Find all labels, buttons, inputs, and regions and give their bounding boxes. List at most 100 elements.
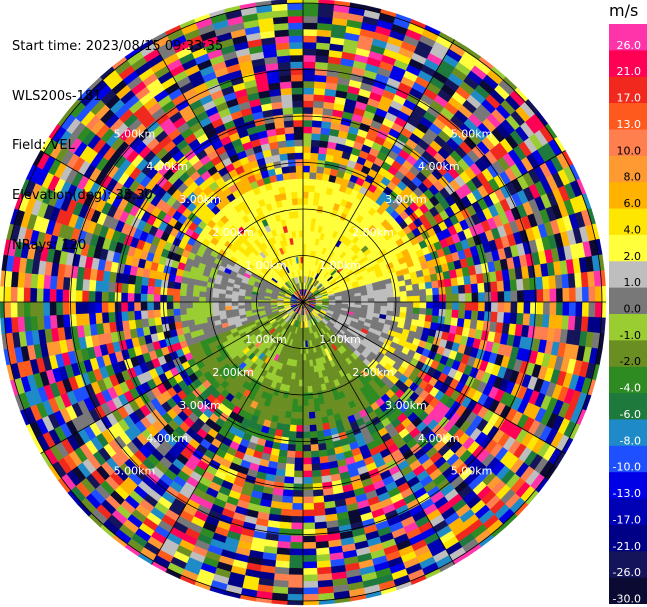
velocity-gate <box>443 316 452 326</box>
velocity-gate <box>311 119 323 128</box>
velocity-gate <box>367 301 375 306</box>
velocity-gate <box>549 301 557 316</box>
velocity-gate <box>536 289 544 303</box>
velocity-gate <box>198 306 207 314</box>
velocity-gate <box>75 277 84 291</box>
velocity-gate <box>69 313 77 327</box>
velocity-gate <box>307 398 315 407</box>
velocity-gate <box>315 48 330 57</box>
velocity-gate <box>114 311 123 322</box>
velocity-gate <box>302 165 311 173</box>
velocity-gate <box>302 210 309 218</box>
velocity-gate <box>535 276 544 291</box>
velocity-gate <box>387 301 395 308</box>
velocity-gate <box>418 282 427 291</box>
velocity-gate <box>172 301 180 310</box>
velocity-gate <box>314 61 329 70</box>
velocity-gate <box>318 146 328 155</box>
velocity-gate <box>319 140 329 149</box>
velocity-gate <box>81 290 90 303</box>
velocity-gate <box>205 311 214 318</box>
velocity-gate <box>470 310 479 321</box>
velocity-gate <box>313 404 321 413</box>
velocity-gate <box>443 278 452 288</box>
velocity-gate <box>237 304 246 310</box>
velocity-gate <box>289 418 298 426</box>
velocity-gate <box>185 295 193 303</box>
velocity-gate <box>316 566 332 575</box>
velocity-gate <box>426 301 434 310</box>
velocity-gate <box>231 298 239 303</box>
velocity-gate <box>141 276 150 286</box>
velocity-gate <box>464 284 473 294</box>
velocity-gate <box>307 392 314 400</box>
velocity-gate <box>114 282 123 293</box>
velocity-gate <box>406 295 414 303</box>
velocity-gate <box>581 301 590 318</box>
velocity-gate <box>311 469 322 478</box>
velocity-gate <box>451 285 460 295</box>
velocity-gate <box>307 385 313 394</box>
velocity-gate <box>179 307 187 316</box>
velocity-gate <box>302 74 316 82</box>
velocity-gate <box>107 301 116 313</box>
velocity-gate <box>302 509 315 517</box>
velocity-gate <box>298 373 304 381</box>
velocity-gate <box>55 288 64 303</box>
velocity-gate <box>400 296 408 303</box>
velocity-gate <box>548 275 557 290</box>
velocity-gate <box>302 386 309 394</box>
velocity-gate <box>298 379 304 387</box>
velocity-gate <box>205 296 213 303</box>
velocity-gate <box>153 293 161 303</box>
velocity-gate <box>302 412 310 420</box>
velocity-gate <box>400 301 408 308</box>
velocity-gate <box>127 283 136 294</box>
velocity-gate <box>471 292 479 303</box>
velocity-gate <box>503 280 511 292</box>
velocity-gate <box>302 522 316 530</box>
velocity-gate <box>277 455 287 464</box>
velocity-gate <box>317 442 327 451</box>
velocity-gate <box>302 35 318 43</box>
velocity-gate <box>302 470 313 478</box>
velocity-gate <box>114 291 122 303</box>
velocity-gate <box>302 2 319 11</box>
velocity-gate <box>399 290 408 298</box>
velocity-gate <box>205 306 213 313</box>
velocity-gate <box>387 296 395 303</box>
velocity-gate <box>173 314 182 323</box>
velocity-gate <box>302 191 310 199</box>
velocity-gate <box>166 280 175 289</box>
velocity-gate <box>211 296 219 303</box>
velocity-gate <box>68 289 77 303</box>
velocity-gate <box>147 277 156 287</box>
velocity-gate <box>444 286 453 295</box>
velocity-gate <box>456 276 465 286</box>
velocity-gate <box>285 463 295 472</box>
velocity-gate <box>509 312 518 325</box>
velocity-gate <box>146 301 154 311</box>
velocity-gate <box>483 282 492 293</box>
velocity-gate <box>308 405 315 413</box>
velocity-gate <box>496 280 505 293</box>
velocity-gate <box>302 477 313 485</box>
velocity-gate <box>172 288 181 296</box>
velocity-gate <box>302 184 310 192</box>
velocity-gate <box>312 107 324 115</box>
velocity-gate <box>444 309 453 318</box>
velocity-gate <box>477 310 486 322</box>
velocity-gate <box>88 312 97 325</box>
velocity-gate <box>503 290 512 303</box>
velocity-gate <box>3 286 12 303</box>
velocity-gate <box>465 292 473 303</box>
velocity-gate <box>425 308 434 316</box>
velocity-gate <box>153 301 161 311</box>
velocity-gate <box>309 431 318 439</box>
velocity-gate <box>302 9 319 17</box>
velocity-gate <box>413 301 421 309</box>
velocity-gate <box>147 317 156 327</box>
velocity-gate <box>562 301 570 317</box>
velocity-gate <box>101 280 110 293</box>
